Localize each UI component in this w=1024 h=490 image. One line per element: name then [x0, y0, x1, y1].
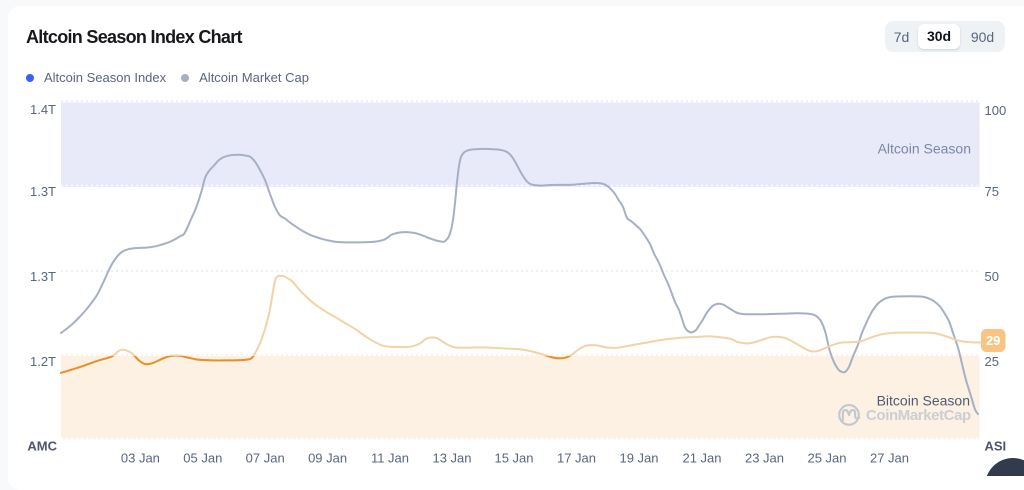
svg-text:1.3T: 1.3T [30, 269, 56, 284]
svg-text:Bitcoin Season: Bitcoin Season [877, 393, 970, 409]
svg-text:05 Jan: 05 Jan [183, 451, 222, 466]
svg-text:11 Jan: 11 Jan [371, 451, 409, 466]
svg-text:1.2T: 1.2T [30, 354, 56, 369]
svg-text:25: 25 [985, 354, 999, 369]
svg-text:19 Jan: 19 Jan [619, 451, 658, 466]
svg-text:AMC: AMC [27, 439, 57, 454]
svg-text:27 Jan: 27 Jan [870, 451, 909, 466]
svg-text:50: 50 [985, 269, 999, 284]
svg-text:ASI: ASI [985, 439, 1007, 454]
svg-text:29: 29 [986, 333, 1000, 348]
svg-text:03 Jan: 03 Jan [121, 451, 160, 466]
svg-text:15 Jan: 15 Jan [494, 451, 533, 466]
svg-text:1.3T: 1.3T [30, 184, 56, 199]
svg-text:Altcoin Season: Altcoin Season [878, 141, 971, 157]
svg-text:17 Jan: 17 Jan [557, 451, 596, 466]
svg-text:100: 100 [985, 103, 1007, 118]
svg-text:25 Jan: 25 Jan [807, 451, 846, 466]
svg-text:13 Jan: 13 Jan [432, 451, 471, 466]
svg-text:23 Jan: 23 Jan [745, 451, 784, 466]
svg-text:75: 75 [985, 184, 999, 199]
svg-text:CoinMarketCap: CoinMarketCap [866, 407, 971, 424]
svg-text:07 Jan: 07 Jan [246, 451, 285, 466]
svg-text:1.4T: 1.4T [30, 102, 56, 117]
svg-text:21 Jan: 21 Jan [682, 451, 721, 466]
svg-text:09 Jan: 09 Jan [308, 451, 347, 466]
